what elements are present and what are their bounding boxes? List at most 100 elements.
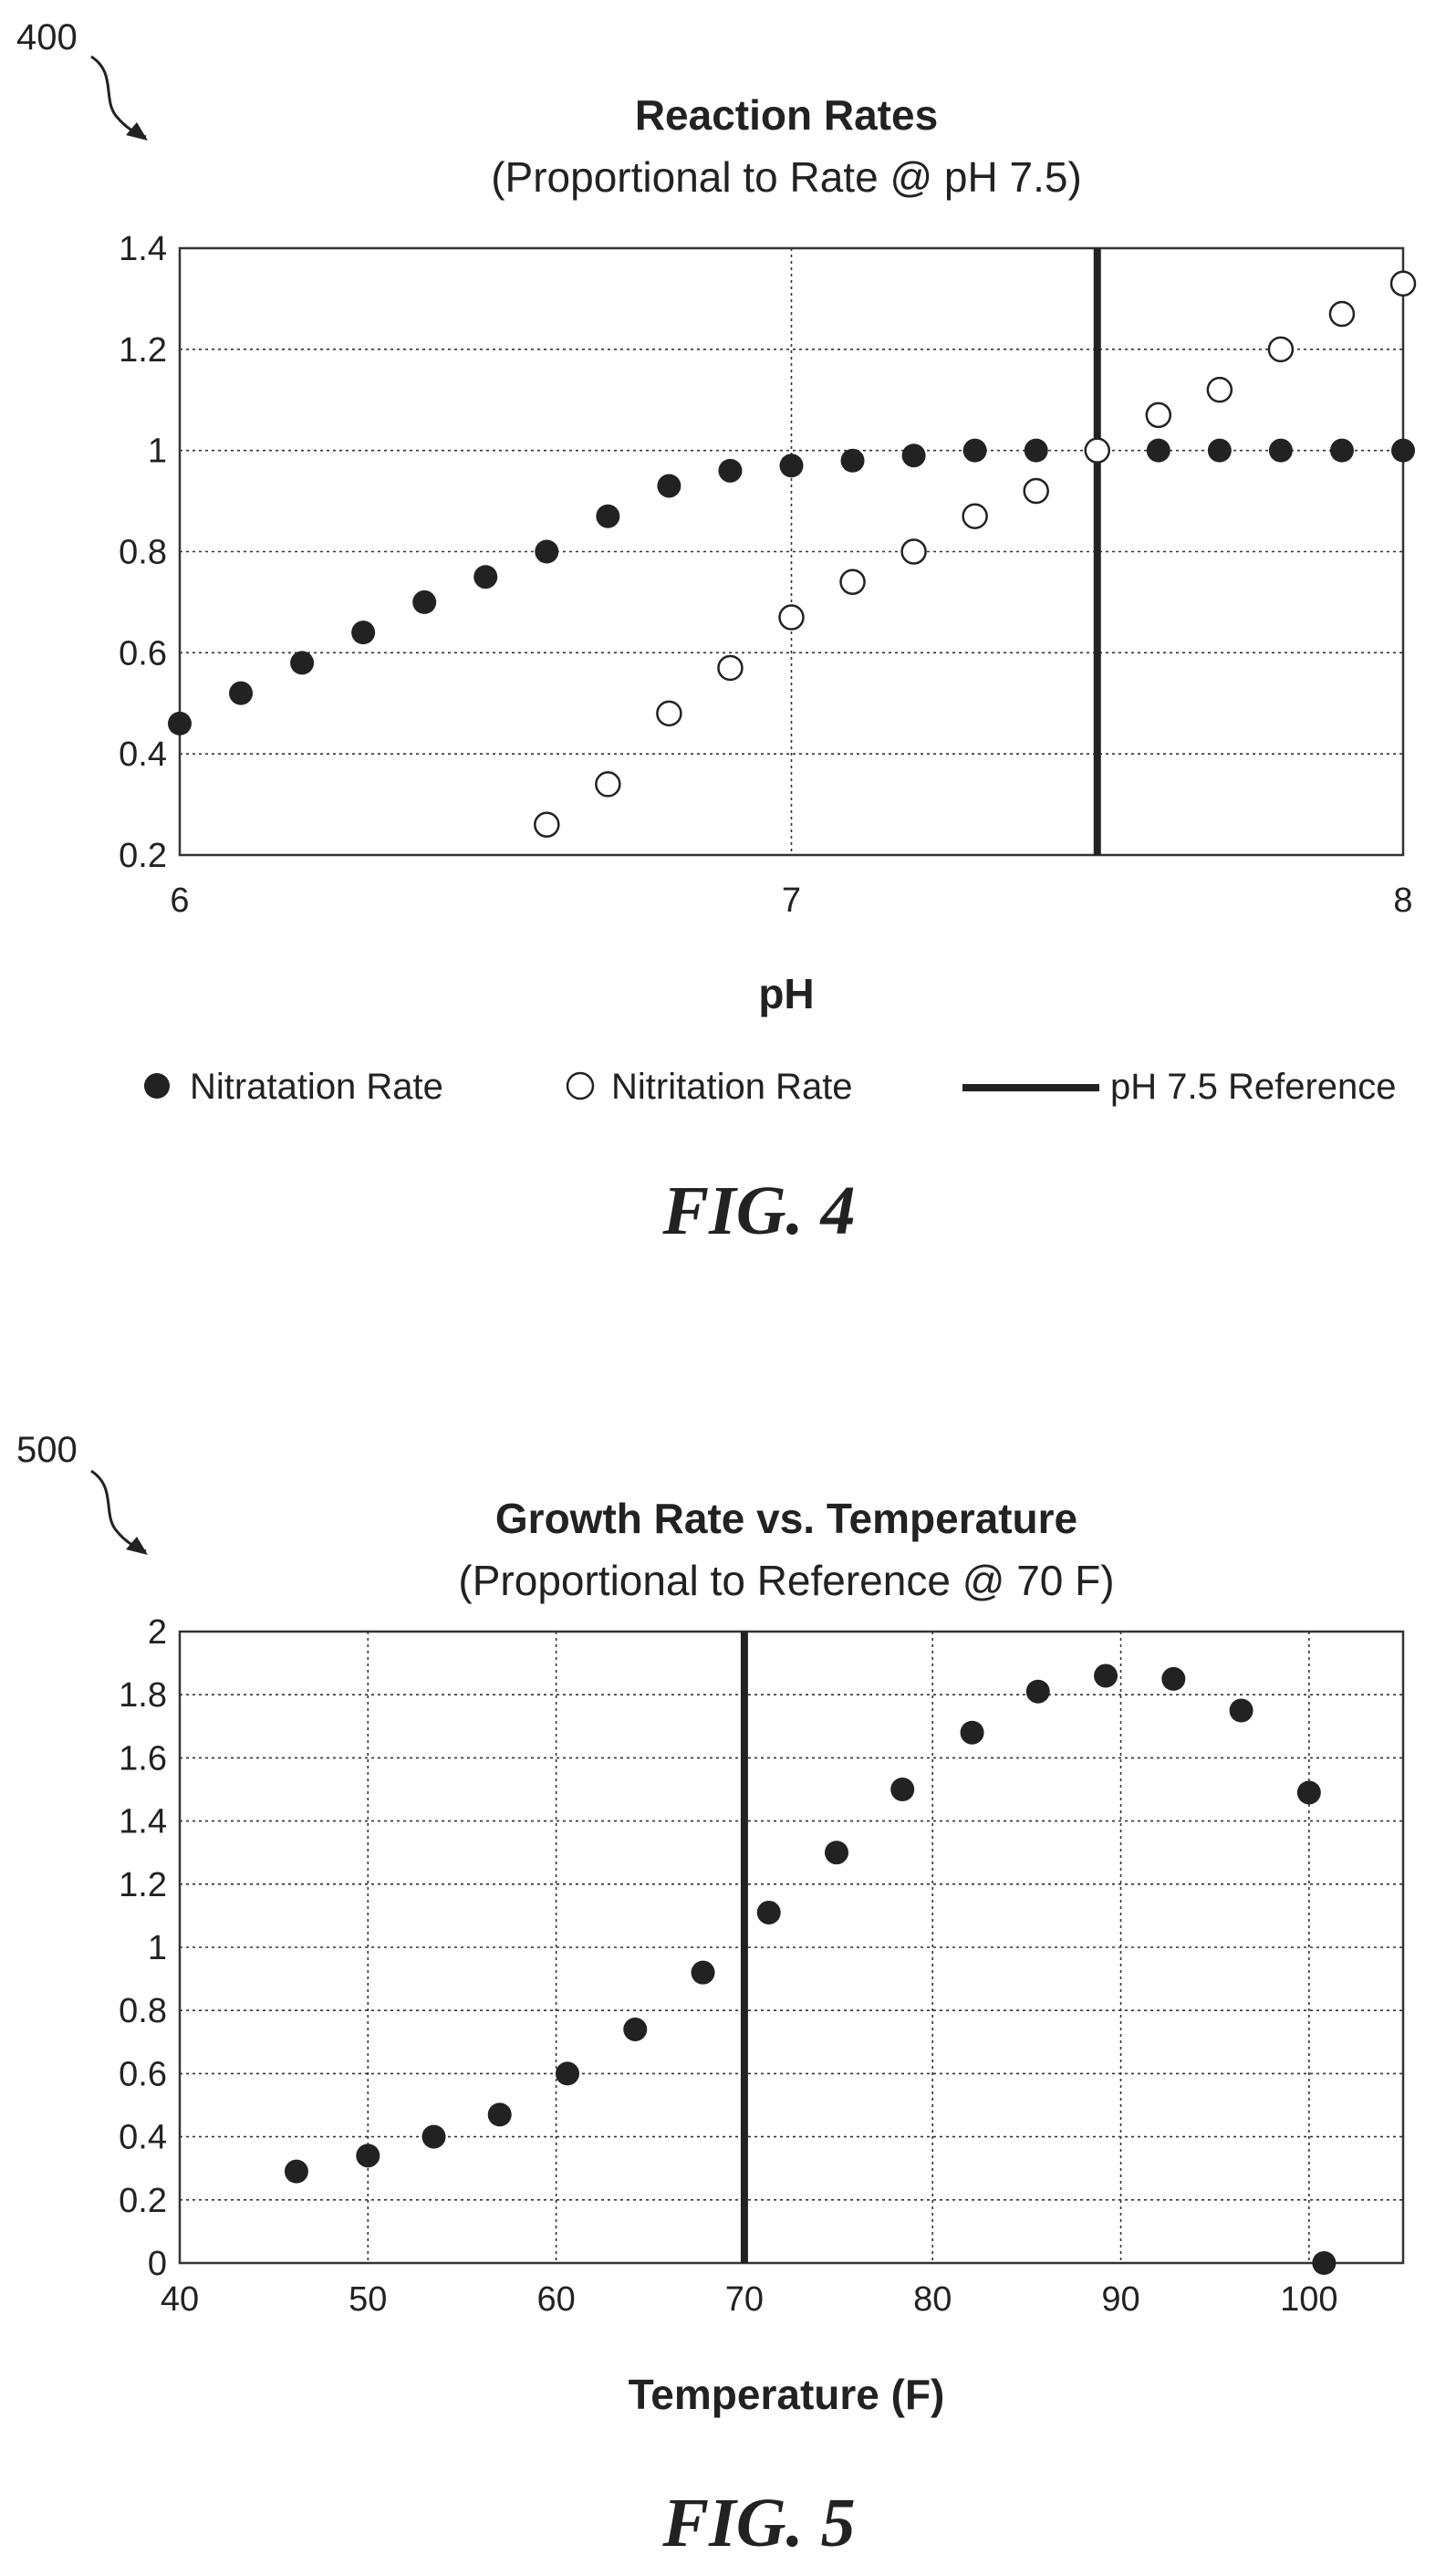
chart-1-series-1-point (779, 454, 804, 478)
chart-1-series-2-point (778, 604, 805, 631)
chart-1-series-1-point (1207, 438, 1232, 463)
chart-1-series-1-point (1024, 438, 1048, 463)
chart-2-y-tick-label: 0 (148, 2245, 167, 2283)
chart-1-series-1-point (229, 681, 254, 705)
chart-1-series-2-point (1206, 376, 1233, 403)
figure-4: 400 Reaction Rates (Proportional to Rate… (16, 17, 1417, 1249)
chart-2-x-tick-label: 40 (161, 2280, 199, 2319)
figure-4-caption: FIG. 4 (661, 1173, 855, 1249)
legend-item-nitritation: Nitritation Rate (566, 1067, 853, 1107)
chart-1-series-1-point (596, 504, 620, 528)
legend-marker-open-circle (566, 1071, 595, 1100)
chart-1-plot-frame (178, 246, 1405, 857)
chart-1-series-1-point (351, 621, 376, 645)
chart-1-series-2-point (717, 654, 744, 682)
chart-2-series-1-point (691, 1960, 715, 1985)
legend-item-nitratation: Nitratation Rate (144, 1067, 443, 1107)
chart-1-series-1-point (168, 711, 192, 735)
chart-2-y-tick-label: 1.8 (119, 1676, 167, 1715)
chart-2-series-1-point (284, 2159, 308, 2184)
chart-1-series-2-point (962, 503, 988, 529)
chart-2-y-tick-label: 0.6 (119, 2055, 167, 2093)
chart-2-x-tick-label: 70 (725, 2280, 764, 2319)
chart-1-series-1-point (1391, 438, 1415, 463)
chart-2-y-tick-label: 0.2 (119, 2182, 167, 2220)
chart-1-series-1-point (962, 438, 987, 463)
chart-1-series-2-point (1023, 477, 1049, 505)
chart-2-series-1-point (356, 2143, 380, 2168)
chart-1-subtitle: (Proportional to Rate @ pH 7.5) (491, 153, 1082, 201)
legend-item-reference: pH 7.5 Reference (962, 1067, 1397, 1107)
chart-1-series-1-point (657, 474, 681, 498)
chart-1-x-tick-label: 7 (782, 881, 801, 920)
chart-2-y-tick-label: 2 (148, 1613, 167, 1652)
chart-1-series-1-point (840, 448, 865, 473)
chart-1-x-tick-label: 6 (170, 881, 189, 920)
legend-label-nitratation: Nitratation Rate (190, 1067, 443, 1107)
chart-2-subtitle: (Proportional to Reference @ 70 F) (458, 1557, 1114, 1604)
leader-arrowhead-500 (126, 1537, 148, 1555)
chart-1-series-2-point (1389, 270, 1417, 297)
chart-2-y-tick-label: 1 (148, 1929, 167, 1967)
chart-1-series-1-point (290, 651, 315, 675)
chart-1-series-2-point (1084, 437, 1110, 464)
chart-1-series-2-point (656, 700, 682, 727)
chart-2-series-1-point (890, 1778, 915, 1801)
legend-marker-filled-circle (144, 1073, 170, 1099)
chart-2-plot-frame (178, 1630, 1405, 2265)
chart-1-plot-area: 6 7 8 0.2 0.4 0.6 0.8 1 1.2 1.4 (119, 230, 1417, 920)
reference-numeral-400: 400 (16, 17, 78, 57)
chart-1-series-1-point (1329, 438, 1354, 463)
legend-label-reference: pH 7.5 Reference (1110, 1067, 1397, 1107)
chart-2-series-1-point (1025, 1679, 1050, 1704)
chart-1-series-2-point (1267, 336, 1295, 363)
chart-2-x-tick-label: 50 (348, 2280, 387, 2319)
chart-2-series-1-point (756, 1900, 781, 1924)
chart-2-series-1-point (623, 2017, 648, 2041)
chart-2-plot-area: 40 50 60 70 80 90 100 0 0.2 0.4 0.6 0.8 1 1.2 1.4 1.6 1.… (119, 1613, 1405, 2319)
chart-2-x-tick-label: 60 (536, 2280, 575, 2319)
leader-arrowhead-400 (126, 122, 148, 141)
chart-1-y-tick-label: 1.2 (119, 331, 167, 370)
legend-label-nitritation: Nitritation Rate (611, 1067, 853, 1107)
chart-2-series-1-point (1229, 1698, 1254, 1723)
chart-1-series-2-point (1145, 402, 1172, 429)
chart-1-series-1-point (535, 539, 559, 564)
chart-1-series-1-point (718, 458, 743, 483)
chart-1-series-2-point (534, 811, 560, 838)
chart-1-series-1-point (473, 565, 498, 589)
chart-1-y-tick-label: 1 (148, 433, 167, 471)
chart-2-series-1-point (825, 1841, 849, 1865)
chart-1-series-1-point (901, 443, 926, 468)
figure-5-caption: FIG. 5 (661, 2485, 855, 2561)
chart-1-legend: Nitratation Rate Nitritation Rate pH 7.5… (144, 1067, 1397, 1107)
chart-1-y-tick-label: 1.4 (119, 230, 167, 268)
chart-2-y-tick-label: 1.4 (119, 1803, 167, 1841)
chart-2-x-tick-label: 90 (1101, 2280, 1139, 2319)
chart-2-series-1-point (1312, 2251, 1337, 2275)
chart-2-series-1-point (1296, 1780, 1321, 1805)
chart-1-series-1-point (412, 589, 437, 614)
chart-1-title: Reaction Rates (635, 91, 938, 139)
chart-2-series-1-point (555, 2061, 579, 2086)
chart-2-x-axis-label: Temperature (F) (629, 2371, 945, 2418)
chart-2-series-1-point (960, 1720, 984, 1745)
chart-1-y-tick-label: 0.2 (119, 837, 167, 875)
chart-1-x-axis-label: pH (758, 970, 814, 1017)
chart-1-series-2-point (1328, 300, 1356, 328)
chart-2-y-tick-label: 1.2 (119, 1866, 167, 1904)
reference-numeral-500: 500 (16, 1430, 78, 1470)
figure-5: 500 Growth Rate vs. Temperature (Proport… (16, 1430, 1405, 2561)
chart-2-y-tick-label: 0.4 (119, 2119, 167, 2157)
chart-1-series-1-point (1146, 438, 1170, 463)
chart-1-y-tick-label: 0.8 (119, 534, 167, 572)
chart-2-series-1-point (1161, 1666, 1186, 1691)
chart-1-series-2-point (595, 771, 621, 798)
chart-1-series-2-point (839, 568, 866, 595)
chart-1-x-tick-label: 8 (1393, 881, 1412, 920)
chart-2-y-tick-label: 0.8 (119, 1992, 167, 2030)
chart-1-y-tick-label: 0.6 (119, 634, 167, 673)
chart-2-x-tick-label: 100 (1280, 2280, 1337, 2319)
chart-1-y-tick-label: 0.4 (119, 735, 167, 774)
